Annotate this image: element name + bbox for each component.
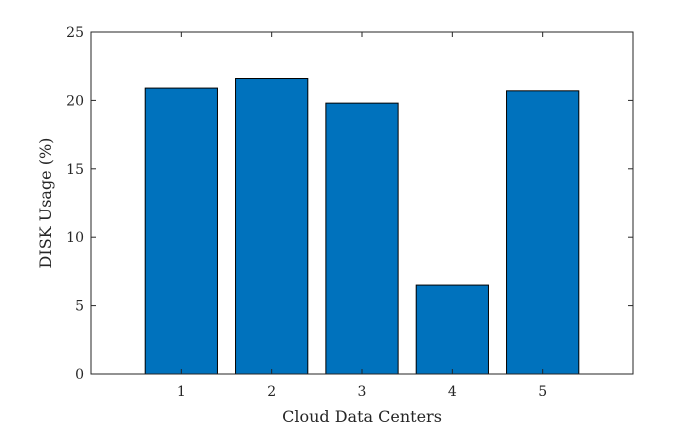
bar-4 (415, 284, 489, 375)
y-tick-label: 15 (66, 162, 84, 178)
x-tick-label: 3 (358, 384, 367, 400)
x-tick-label: 5 (538, 384, 547, 400)
y-tick-label: 20 (66, 93, 84, 109)
x-tick-label: 2 (267, 384, 276, 400)
x-tick-label: 4 (448, 384, 457, 400)
bar-5 (506, 90, 580, 375)
y-tick-label: 25 (66, 25, 84, 41)
y-axis-label: DISK Usage (%) (36, 138, 55, 269)
bar-group (144, 78, 580, 375)
y-tick-label: 10 (66, 230, 84, 246)
x-axis: 1 2 3 4 5 (177, 32, 547, 400)
x-axis-label: Cloud Data Centers (282, 407, 442, 426)
y-axis: 0 5 10 15 20 25 (66, 25, 633, 383)
y-tick-label: 5 (75, 299, 84, 315)
bar-3 (325, 102, 399, 375)
bar-2 (235, 78, 309, 375)
bar-1 (144, 87, 218, 375)
y-tick-label: 0 (75, 367, 84, 383)
x-tick-label: 1 (177, 384, 186, 400)
